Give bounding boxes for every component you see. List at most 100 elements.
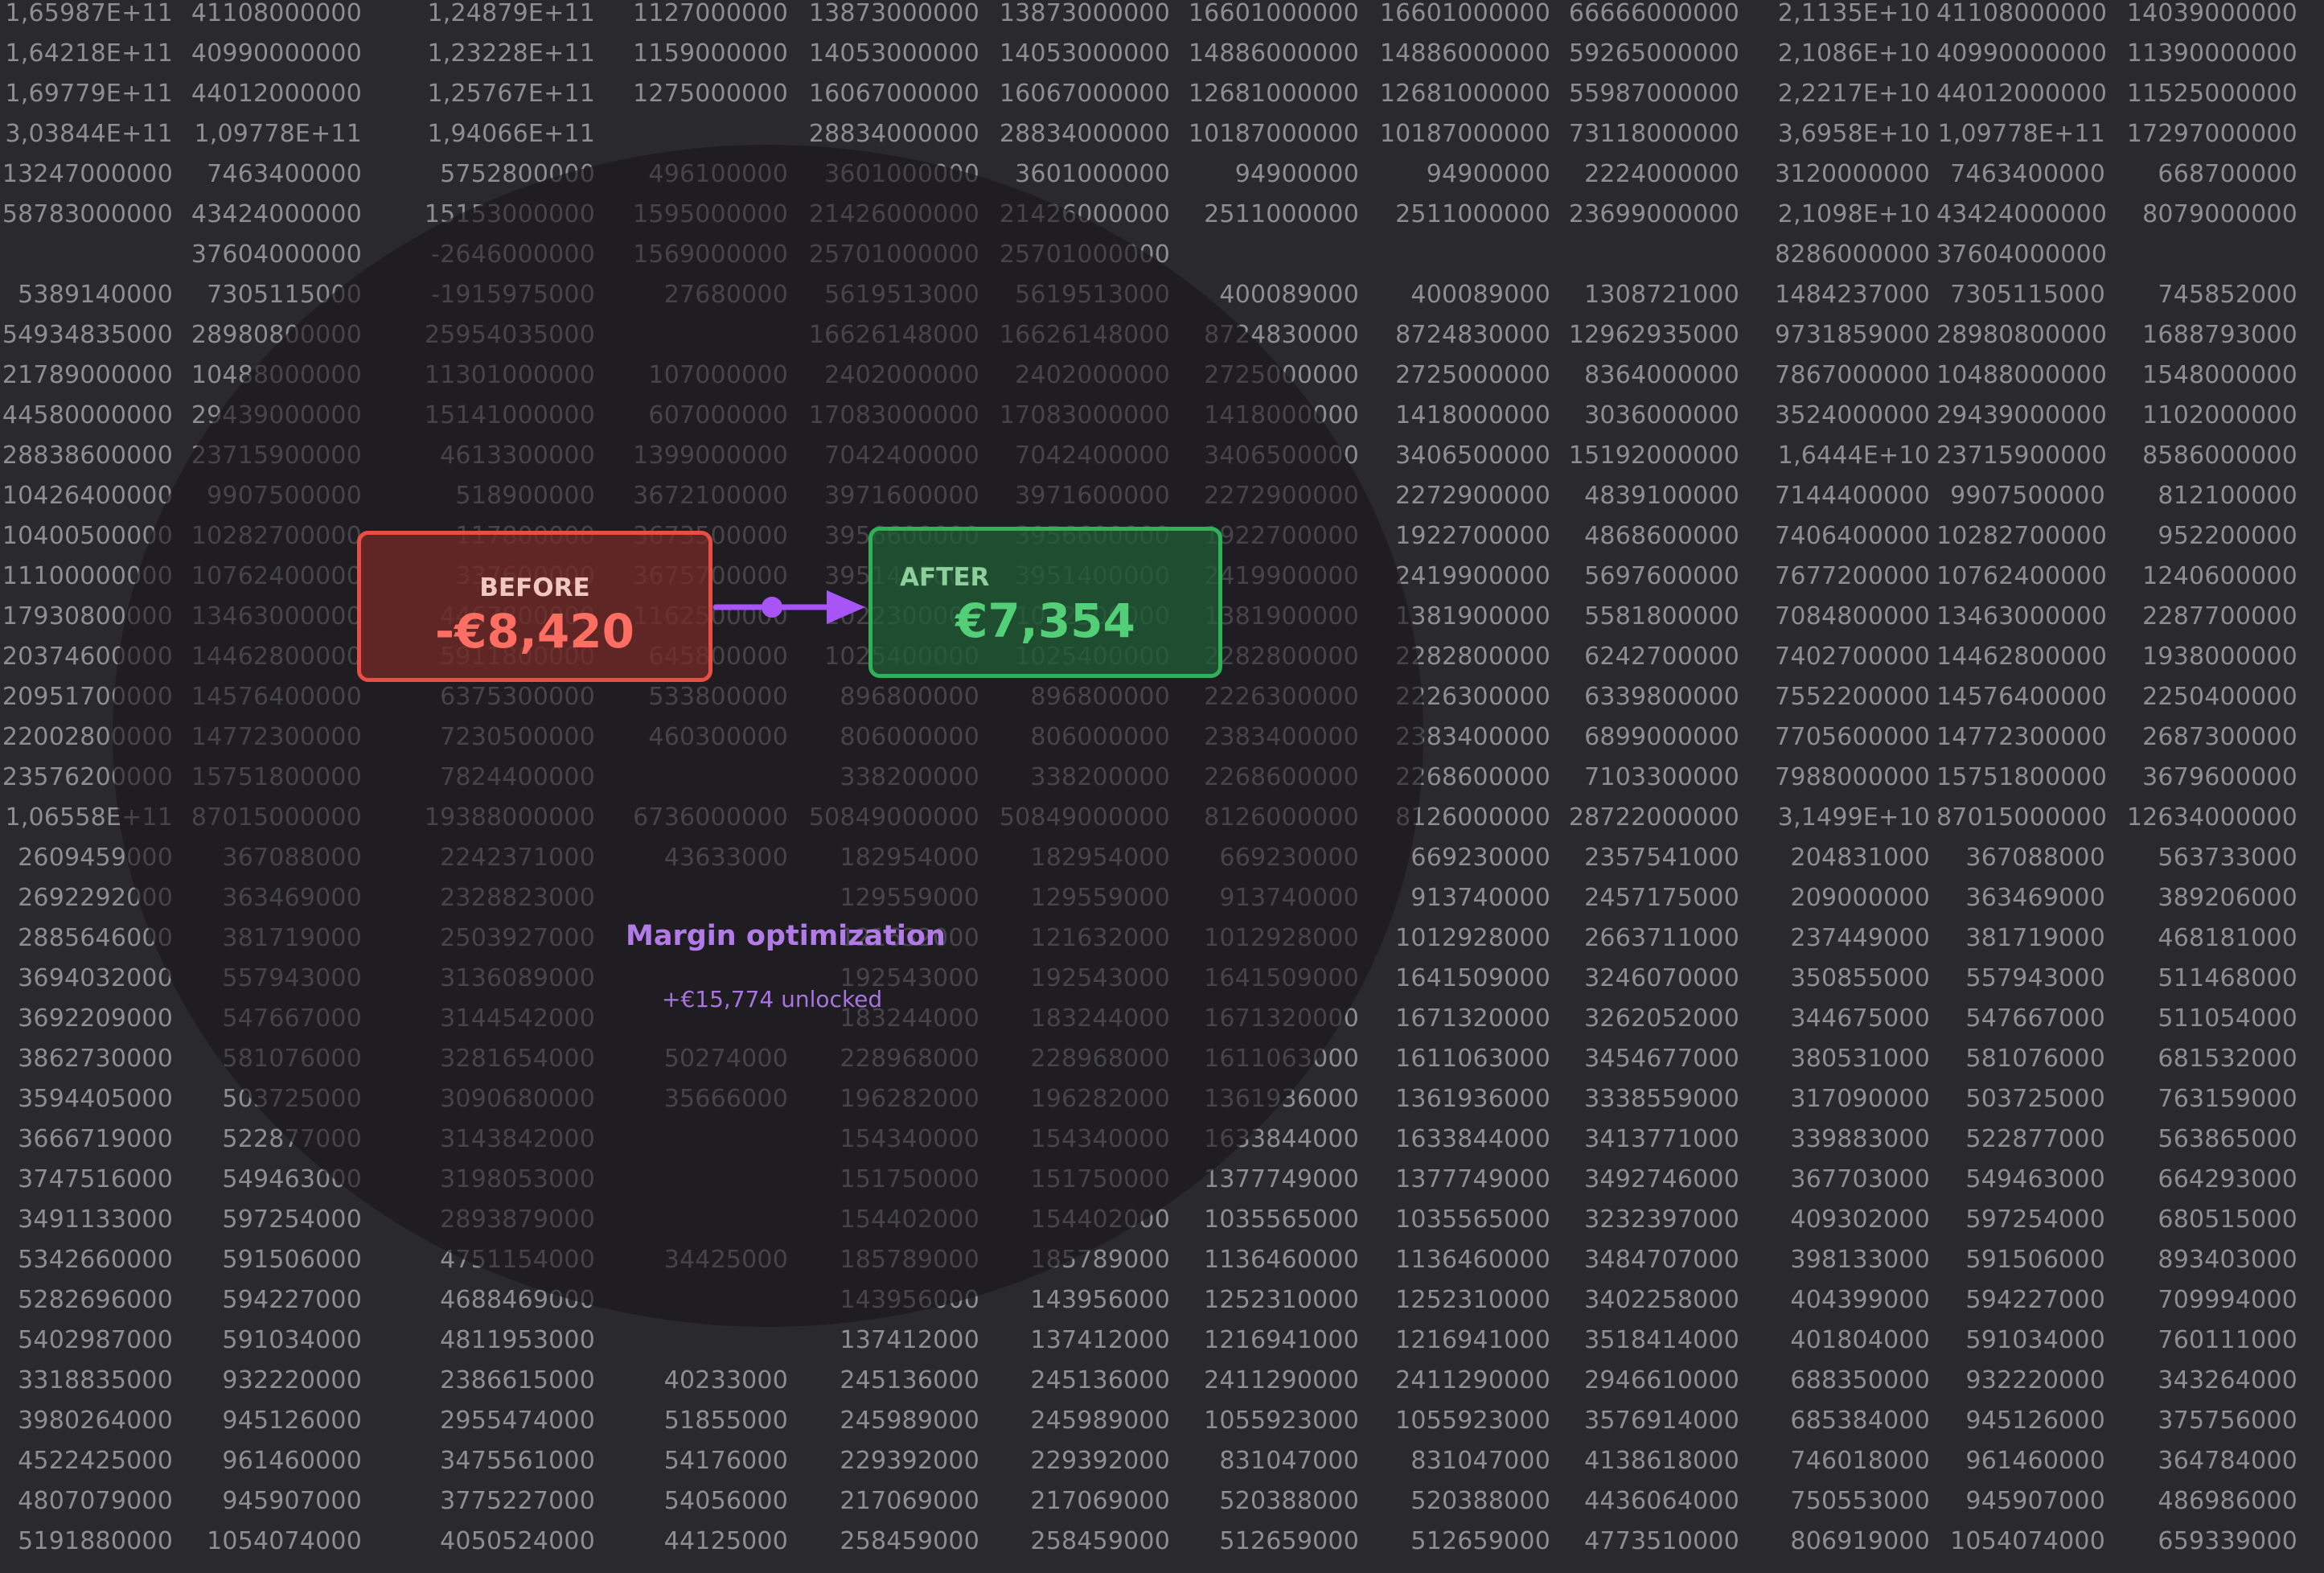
table-cell: 10400500000 <box>2 523 173 550</box>
table-cell: 7552200000 <box>1775 684 1930 711</box>
table-cell: 44012000000 <box>191 80 362 108</box>
table-cell: 688350000 <box>1790 1367 1930 1394</box>
table-cell: 6242700000 <box>1584 643 1739 671</box>
table-cell: 3484707000 <box>1584 1246 1739 1274</box>
table-cell: 1102000000 <box>2142 402 2297 429</box>
table-cell: 2282800000 <box>1395 643 1550 671</box>
table-row: 5191880000 1054074000 4050524000 44125000 25… <box>0 1528 2324 1568</box>
table-cell: 468181000 <box>2158 925 2297 952</box>
table-cell: 486986000 <box>2158 1488 2297 1515</box>
table-cell: 522877000 <box>1965 1126 2105 1153</box>
table-cell: 40990000000 <box>1936 40 2105 68</box>
table-cell: 339883000 <box>1790 1126 1930 1153</box>
table-cell: 1611063000 <box>1395 1045 1550 1073</box>
table-cell: 1252310000 <box>1204 1287 1359 1314</box>
table-cell: 511468000 <box>2158 965 2297 992</box>
table-cell: 8364000000 <box>1584 362 1739 389</box>
table-cell: 343264000 <box>2158 1367 2297 1394</box>
table-cell: 932220000 <box>1965 1367 2105 1394</box>
table-cell: 709994000 <box>2158 1287 2297 1314</box>
table-cell: 15751800000 <box>1936 764 2105 791</box>
arrow-right-icon <box>712 590 865 624</box>
table-cell: 2419900000 <box>1395 563 1550 590</box>
table-cell: 4807079000 <box>18 1488 173 1515</box>
table-cell: 503725000 <box>1965 1086 2105 1113</box>
table-cell: 204831000 <box>1790 844 1930 872</box>
table-cell: 14886000000 <box>1188 40 1359 68</box>
table-cell: 21789000000 <box>2 362 173 389</box>
table-cell: 28834000000 <box>808 121 979 148</box>
table-cell: 41108000000 <box>1936 0 2105 27</box>
table-cell: 400089000 <box>1219 281 1359 309</box>
table-cell: 8126000000 <box>1395 804 1550 832</box>
table-cell: 5282696000 <box>18 1287 173 1314</box>
table-cell: 669230000 <box>1410 844 1550 872</box>
table-cell: 3666719000 <box>18 1126 173 1153</box>
table-cell: 73118000000 <box>1568 121 1739 148</box>
table-cell: 961460000 <box>1965 1448 2105 1475</box>
after-card: AFTER €7,354 <box>868 527 1222 678</box>
table-row: 4807079000 945907000 3775227000 54056000 217… <box>0 1488 2324 1528</box>
margin-optimization-title: Margin optimization <box>626 920 946 952</box>
table-cell: 1418000000 <box>1395 402 1550 429</box>
table-cell: 245989000 <box>1030 1407 1170 1435</box>
table-cell: 1484237000 <box>1775 281 1930 309</box>
table-cell: 13247000000 <box>2 161 173 188</box>
table-cell: 3232397000 <box>1584 1206 1739 1234</box>
table-cell: 3318835000 <box>18 1367 173 1394</box>
table-cell: 13463000000 <box>1936 603 2105 630</box>
table-cell: 760111000 <box>2158 1327 2297 1354</box>
table-cell: 8286000000 <box>1775 241 1930 269</box>
table-cell: 7463400000 <box>207 161 362 188</box>
table-cell: 3036000000 <box>1584 402 1739 429</box>
table-cell: 10762400000 <box>1936 563 2105 590</box>
table-cell: 14886000000 <box>1379 40 1550 68</box>
table-cell: 512659000 <box>1219 1528 1359 1555</box>
table-cell: 594227000 <box>1965 1287 2105 1314</box>
table-cell: 245136000 <box>840 1367 979 1394</box>
table-cell: 14576400000 <box>1936 684 2105 711</box>
table-cell: 54934835000 <box>2 322 173 349</box>
table-cell: 932220000 <box>222 1367 362 1394</box>
table-cell: 563865000 <box>2158 1126 2297 1153</box>
table-cell: 87015000000 <box>1936 804 2105 832</box>
table-cell: 2250400000 <box>2142 684 2297 711</box>
table-cell: 10187000000 <box>1379 121 1550 148</box>
table-cell: 37604000000 <box>191 241 362 269</box>
table-cell: 16067000000 <box>999 80 1170 108</box>
table-cell: 398133000 <box>1790 1246 1930 1274</box>
table-cell: 15192000000 <box>1568 442 1739 470</box>
table-cell: 2411290000 <box>1204 1367 1359 1394</box>
after-value: €7,354 <box>955 593 1135 648</box>
table-cell: 5191880000 <box>18 1528 173 1555</box>
table-cell: 229392000 <box>1030 1448 1170 1475</box>
table-cell: 7463400000 <box>1950 161 2105 188</box>
table-cell: 40990000000 <box>191 40 362 68</box>
table-cell: 806919000 <box>1790 1528 1930 1555</box>
table-cell: 3246070000 <box>1584 965 1739 992</box>
table-cell: 9907500000 <box>1950 483 2105 510</box>
table-cell: 217069000 <box>840 1488 979 1515</box>
table-cell: 3980264000 <box>18 1407 173 1435</box>
table-cell: 591506000 <box>222 1246 362 1274</box>
table-cell: 245136000 <box>1030 1367 1170 1394</box>
table-cell: 1055923000 <box>1395 1407 1550 1435</box>
table-cell: 237449000 <box>1790 925 1930 952</box>
table-cell: 17297000000 <box>2126 121 2297 148</box>
table-cell: 1,6444E+10 <box>1777 442 1930 470</box>
table-cell: 58783000000 <box>2 201 173 228</box>
table-cell: 66666000000 <box>1568 0 1739 27</box>
table-cell: 14462800000 <box>1936 643 2105 671</box>
table-cell: 8586000000 <box>2142 442 2297 470</box>
table-cell: 1938000000 <box>2142 643 2297 671</box>
table-cell: 1377749000 <box>1395 1166 1550 1193</box>
table-cell: 7406400000 <box>1775 523 1930 550</box>
after-label: AFTER <box>900 563 990 592</box>
table-cell: 557943000 <box>1965 965 2105 992</box>
table-cell: 28722000000 <box>1568 804 1739 832</box>
table-cell: 1054074000 <box>207 1528 362 1555</box>
table-cell: 2725000000 <box>1395 362 1550 389</box>
table-cell: 680515000 <box>2158 1206 2297 1234</box>
table-cell: 2885646000 <box>18 925 173 952</box>
table-cell: 400089000 <box>1410 281 1550 309</box>
